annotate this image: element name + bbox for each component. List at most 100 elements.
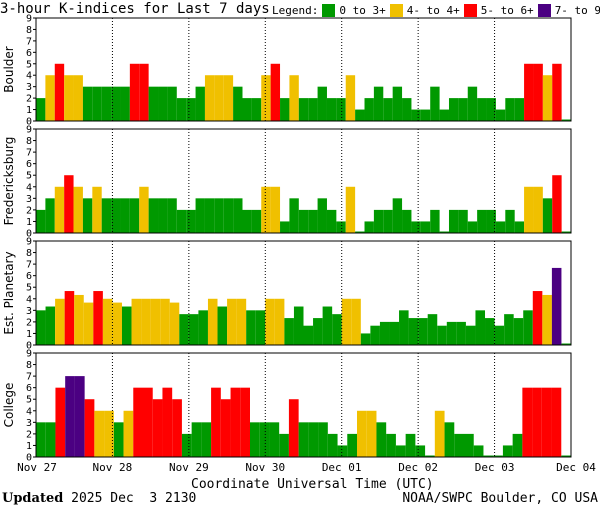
kp-bar bbox=[524, 186, 534, 233]
kp-bar bbox=[420, 221, 431, 233]
kp-bar bbox=[561, 119, 571, 121]
y-tick-label: 4 bbox=[26, 71, 32, 82]
kp-bar bbox=[223, 198, 234, 233]
kp-bar bbox=[298, 422, 309, 457]
kp-bar bbox=[123, 410, 134, 457]
kp-bar bbox=[172, 399, 182, 457]
kp-bar bbox=[392, 198, 403, 233]
kp-bar bbox=[313, 318, 323, 345]
kp-bar bbox=[355, 109, 365, 121]
y-tick-label: 7 bbox=[26, 148, 32, 159]
kp-bar bbox=[298, 209, 309, 233]
kp-bar bbox=[121, 306, 132, 345]
kp-bar bbox=[120, 198, 130, 233]
kp-bar bbox=[288, 399, 299, 457]
kp-bar bbox=[402, 209, 412, 233]
kp-bar bbox=[195, 198, 205, 233]
kp-bar bbox=[284, 318, 294, 345]
kp-bar bbox=[74, 294, 84, 345]
kp-bar bbox=[261, 75, 271, 121]
y-tick-label: 9 bbox=[26, 237, 32, 248]
kp-bar bbox=[552, 175, 562, 233]
kp-bar bbox=[337, 445, 348, 457]
kp-bar bbox=[357, 410, 367, 457]
y-tick-label: 9 bbox=[26, 349, 32, 360]
kp-bar bbox=[373, 86, 384, 121]
kp-bar bbox=[389, 321, 400, 345]
kp-bar bbox=[265, 298, 275, 345]
kp-bar bbox=[405, 433, 416, 457]
y-tick-label: 5 bbox=[26, 395, 32, 406]
y-tick-label: 2 bbox=[26, 317, 32, 328]
kp-bar bbox=[336, 221, 346, 233]
kp-bar bbox=[186, 209, 196, 233]
kp-bar bbox=[336, 98, 346, 121]
kp-bar bbox=[541, 387, 552, 457]
kp-bar bbox=[317, 198, 327, 233]
updated-stamp: Updated 2025 Dec 3 2130 bbox=[2, 491, 196, 506]
kp-bar bbox=[113, 422, 124, 457]
kp-bar bbox=[240, 387, 250, 457]
kp-bar bbox=[230, 387, 241, 457]
kp-bar bbox=[261, 186, 271, 233]
kp-bar bbox=[473, 445, 484, 457]
kp-bar bbox=[408, 318, 419, 345]
kp-bar bbox=[214, 75, 224, 121]
kp-bar bbox=[191, 422, 202, 457]
kp-bar bbox=[141, 298, 151, 345]
kp-bar bbox=[93, 291, 103, 345]
y-tick-label: 8 bbox=[26, 25, 32, 36]
kp-bar bbox=[303, 325, 314, 345]
kp-bar bbox=[188, 314, 199, 345]
kp-bar bbox=[65, 376, 75, 457]
kp-bar bbox=[425, 455, 435, 457]
kp-bar bbox=[486, 209, 496, 233]
legend-item-active: 4- to 4+ bbox=[386, 4, 460, 17]
kp-bar bbox=[101, 86, 112, 121]
kp-bar bbox=[495, 221, 506, 233]
kp-bar bbox=[104, 410, 114, 457]
kp-bar bbox=[502, 445, 513, 457]
y-tick-label: 8 bbox=[26, 360, 32, 371]
legend-item-label: 4- to 4+ bbox=[406, 4, 460, 17]
y-tick-label: 0 bbox=[26, 453, 32, 464]
kp-bar bbox=[270, 63, 281, 121]
kp-bar bbox=[347, 433, 357, 457]
y-tick-label: 2 bbox=[26, 205, 32, 216]
kp-bar bbox=[458, 209, 468, 233]
kp-bar bbox=[364, 98, 374, 121]
y-tick-label: 3 bbox=[26, 418, 32, 429]
y-tick-label: 6 bbox=[26, 271, 32, 282]
kp-bar bbox=[131, 298, 142, 345]
y-tick-label: 1 bbox=[26, 217, 32, 228]
y-tick-label: 5 bbox=[26, 59, 32, 70]
kp-bar bbox=[327, 433, 338, 457]
kp-bar bbox=[308, 209, 318, 233]
kp-bar bbox=[73, 75, 83, 121]
kp-bar bbox=[514, 98, 525, 121]
kp-bar bbox=[308, 422, 319, 457]
kp-bar bbox=[437, 325, 447, 345]
kp-bar bbox=[420, 109, 431, 121]
kp-bar bbox=[111, 198, 121, 233]
kp-bar bbox=[112, 302, 122, 345]
x-tick-label: Nov 28 bbox=[93, 461, 133, 474]
kp-bar bbox=[150, 298, 161, 345]
y-tick-label: 0 bbox=[26, 341, 32, 352]
kp-bar bbox=[318, 422, 328, 457]
kp-bar bbox=[383, 209, 393, 233]
kp-bar bbox=[179, 314, 189, 345]
kp-bar bbox=[360, 333, 371, 345]
kp-bar bbox=[486, 98, 496, 121]
kp-bar bbox=[505, 209, 515, 233]
kp-bar bbox=[552, 63, 562, 121]
kp-bar bbox=[493, 455, 503, 457]
kp-bar bbox=[251, 98, 262, 121]
kp-bar bbox=[236, 298, 247, 345]
kp-bar bbox=[477, 209, 487, 233]
kp-bar bbox=[55, 387, 66, 457]
kp-bar bbox=[317, 86, 327, 121]
kp-bar bbox=[45, 306, 56, 345]
y-tick-label: 4 bbox=[26, 182, 32, 193]
kp-bar bbox=[143, 387, 153, 457]
